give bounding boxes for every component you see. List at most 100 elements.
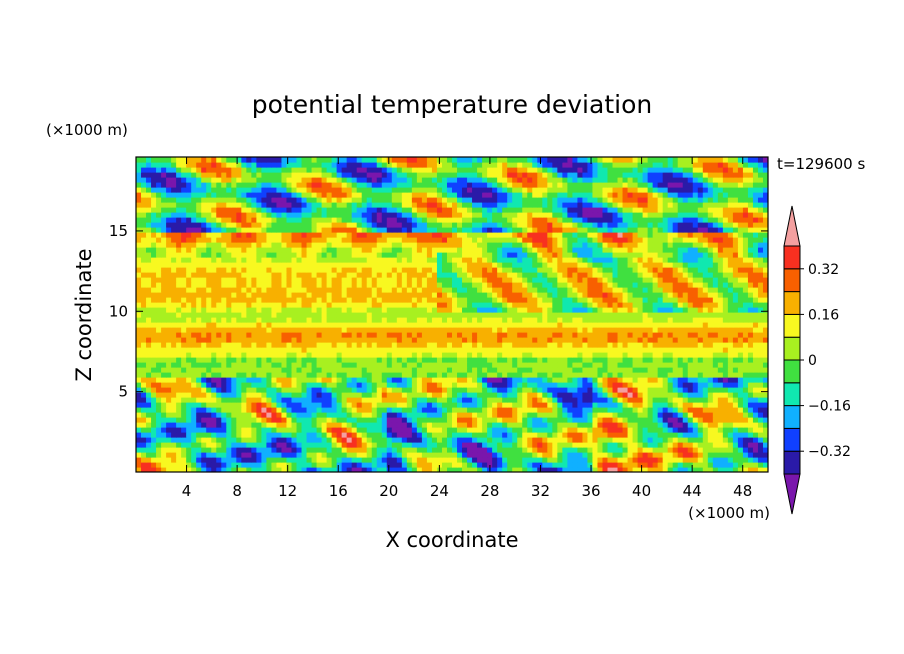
field-cell [256,332,262,338]
field-cell [492,307,498,313]
field-cell [151,462,157,468]
field-cell [266,437,273,443]
field-cell [602,377,609,383]
field-cell [191,297,197,303]
field-cell [441,462,448,468]
field-cell [547,462,553,468]
field-cell [226,357,232,363]
field-cell [492,407,498,413]
field-cell [161,287,167,293]
field-cell [196,362,202,368]
field-cell [627,432,634,438]
field-cell [136,372,142,378]
field-cell [617,277,624,283]
field-cell [717,437,724,443]
field-cell [737,372,744,378]
field-cell [547,467,553,472]
field-cell [236,432,242,438]
field-cell [241,292,247,298]
field-cell [457,432,463,438]
field-cell [562,292,568,298]
field-cell [376,422,383,428]
field-cell [737,462,744,468]
field-cell [562,307,568,313]
field-cell [562,332,568,338]
field-cell [647,367,654,373]
field-cell [331,462,338,468]
field-cell [702,387,709,393]
field-cell [542,342,548,348]
field-cell [391,407,398,413]
field-cell [657,292,664,298]
field-cell [602,447,609,453]
field-cell [667,452,674,458]
field-cell [356,352,363,358]
field-cell [216,327,222,333]
field-cell [201,432,207,438]
field-cell [241,397,247,403]
field-cell [266,467,273,472]
field-cell [181,282,187,288]
field-cell [567,377,573,383]
field-cell [587,422,594,428]
field-cell [421,402,428,408]
field-cell [662,282,669,288]
field-cell [727,397,734,403]
field-cell [276,347,283,353]
field-cell [452,327,458,333]
field-cell [692,377,699,383]
field-cell [191,322,197,328]
field-cell [161,427,167,433]
field-cell [366,277,373,283]
field-cell [326,337,333,343]
field-cell [532,277,538,283]
field-cell [231,437,237,443]
field-cell [421,457,428,463]
field-cell [136,377,142,383]
field-cell [577,397,584,403]
field-cell [487,292,493,298]
field-cell [446,372,453,378]
field-cell [692,312,699,318]
field-cell [436,332,443,338]
field-cell [331,347,338,353]
field-cell [371,347,378,353]
field-cell [637,332,644,338]
field-cell [221,312,227,318]
field-cell [752,427,759,433]
field-cell [597,382,604,388]
field-cell [331,427,338,433]
field-cell [677,352,684,358]
field-cell [361,442,368,448]
field-cell [236,322,242,328]
field-cell [747,327,754,333]
field-cell [406,307,413,313]
field-cell [286,387,293,393]
field-cell [692,302,699,308]
field-cell [381,462,388,468]
field-cell [512,282,518,288]
field-cell [281,272,288,278]
field-cell [441,282,448,288]
field-cell [637,447,644,453]
field-cell [241,457,247,463]
field-cell [391,352,398,358]
field-cell [176,277,182,283]
field-cell [467,332,473,338]
field-cell [452,392,458,398]
field-cell [737,282,744,288]
field-cell [386,322,393,328]
field-cell [712,397,719,403]
field-cell [567,307,573,313]
field-cell [722,427,729,433]
field-cell [261,452,268,458]
field-cell [406,352,413,358]
field-cell [421,332,428,338]
field-cell [452,367,458,373]
field-cell [286,327,293,333]
field-cell [146,377,152,383]
field-cell [627,462,634,468]
field-cell [612,337,619,343]
field-cell [296,372,303,378]
field-cell [441,397,448,403]
